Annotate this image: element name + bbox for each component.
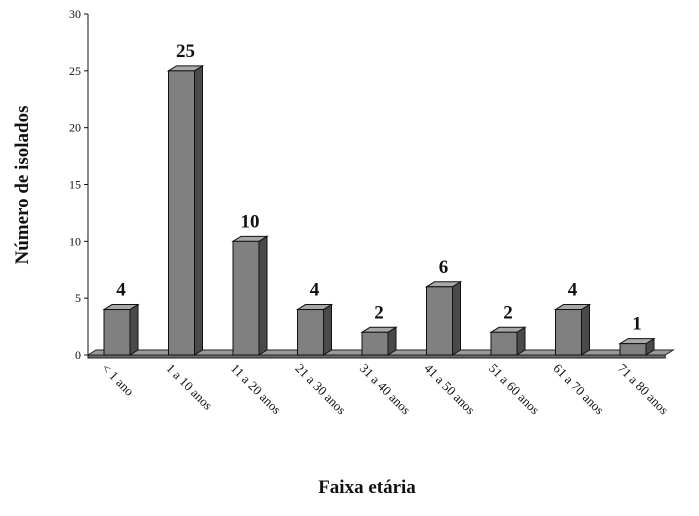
value-label: 2 — [374, 302, 384, 323]
bar — [297, 309, 324, 356]
bar — [619, 343, 647, 356]
x-tick-label: 41 a 50 anos — [421, 361, 478, 418]
value-label: 25 — [176, 41, 195, 62]
x-tick-label: < 1 ano — [99, 361, 137, 399]
bar-side — [452, 280, 461, 356]
value-label: 2 — [503, 302, 513, 323]
x-tick-label: 21 a 30 anos — [292, 361, 349, 418]
bar-side — [129, 303, 139, 356]
y-tick-label: 30 — [69, 7, 81, 21]
value-label: 4 — [310, 280, 320, 301]
y-tick-label: 25 — [69, 64, 81, 78]
y-tick-label: 15 — [69, 178, 81, 192]
x-tick-label: 11 a 20 anos — [228, 361, 284, 417]
bar-side — [258, 235, 268, 356]
x-tick-label: 51 a 60 anos — [486, 361, 543, 418]
x-axis-title: Faixa etária — [318, 477, 416, 498]
bar — [361, 331, 389, 356]
bar — [555, 309, 582, 356]
y-tick-label: 0 — [75, 348, 81, 362]
bar — [232, 240, 260, 356]
x-tick-label: 1 a 10 anos — [163, 361, 215, 413]
bar — [168, 70, 195, 356]
bar-side — [581, 303, 590, 356]
bar — [103, 309, 131, 356]
x-tick-label: 71 a 80 anos — [615, 361, 672, 418]
value-label: 4 — [568, 280, 578, 301]
y-axis-title: Número de isolados — [12, 105, 33, 264]
value-label: 6 — [439, 257, 449, 278]
bar-side — [323, 303, 332, 356]
value-label: 4 — [116, 280, 126, 301]
bar-side — [194, 64, 203, 356]
bar — [490, 331, 518, 356]
x-tick-label: 61 a 70 anos — [550, 361, 607, 418]
y-tick-label: 20 — [69, 121, 81, 135]
y-tick-label: 5 — [75, 291, 81, 305]
value-label: 1 — [632, 314, 642, 335]
bar — [426, 286, 453, 356]
x-tick-label: 31 a 40 anos — [357, 361, 414, 418]
value-label: 10 — [241, 211, 260, 232]
y-tick-label: 10 — [69, 234, 81, 248]
